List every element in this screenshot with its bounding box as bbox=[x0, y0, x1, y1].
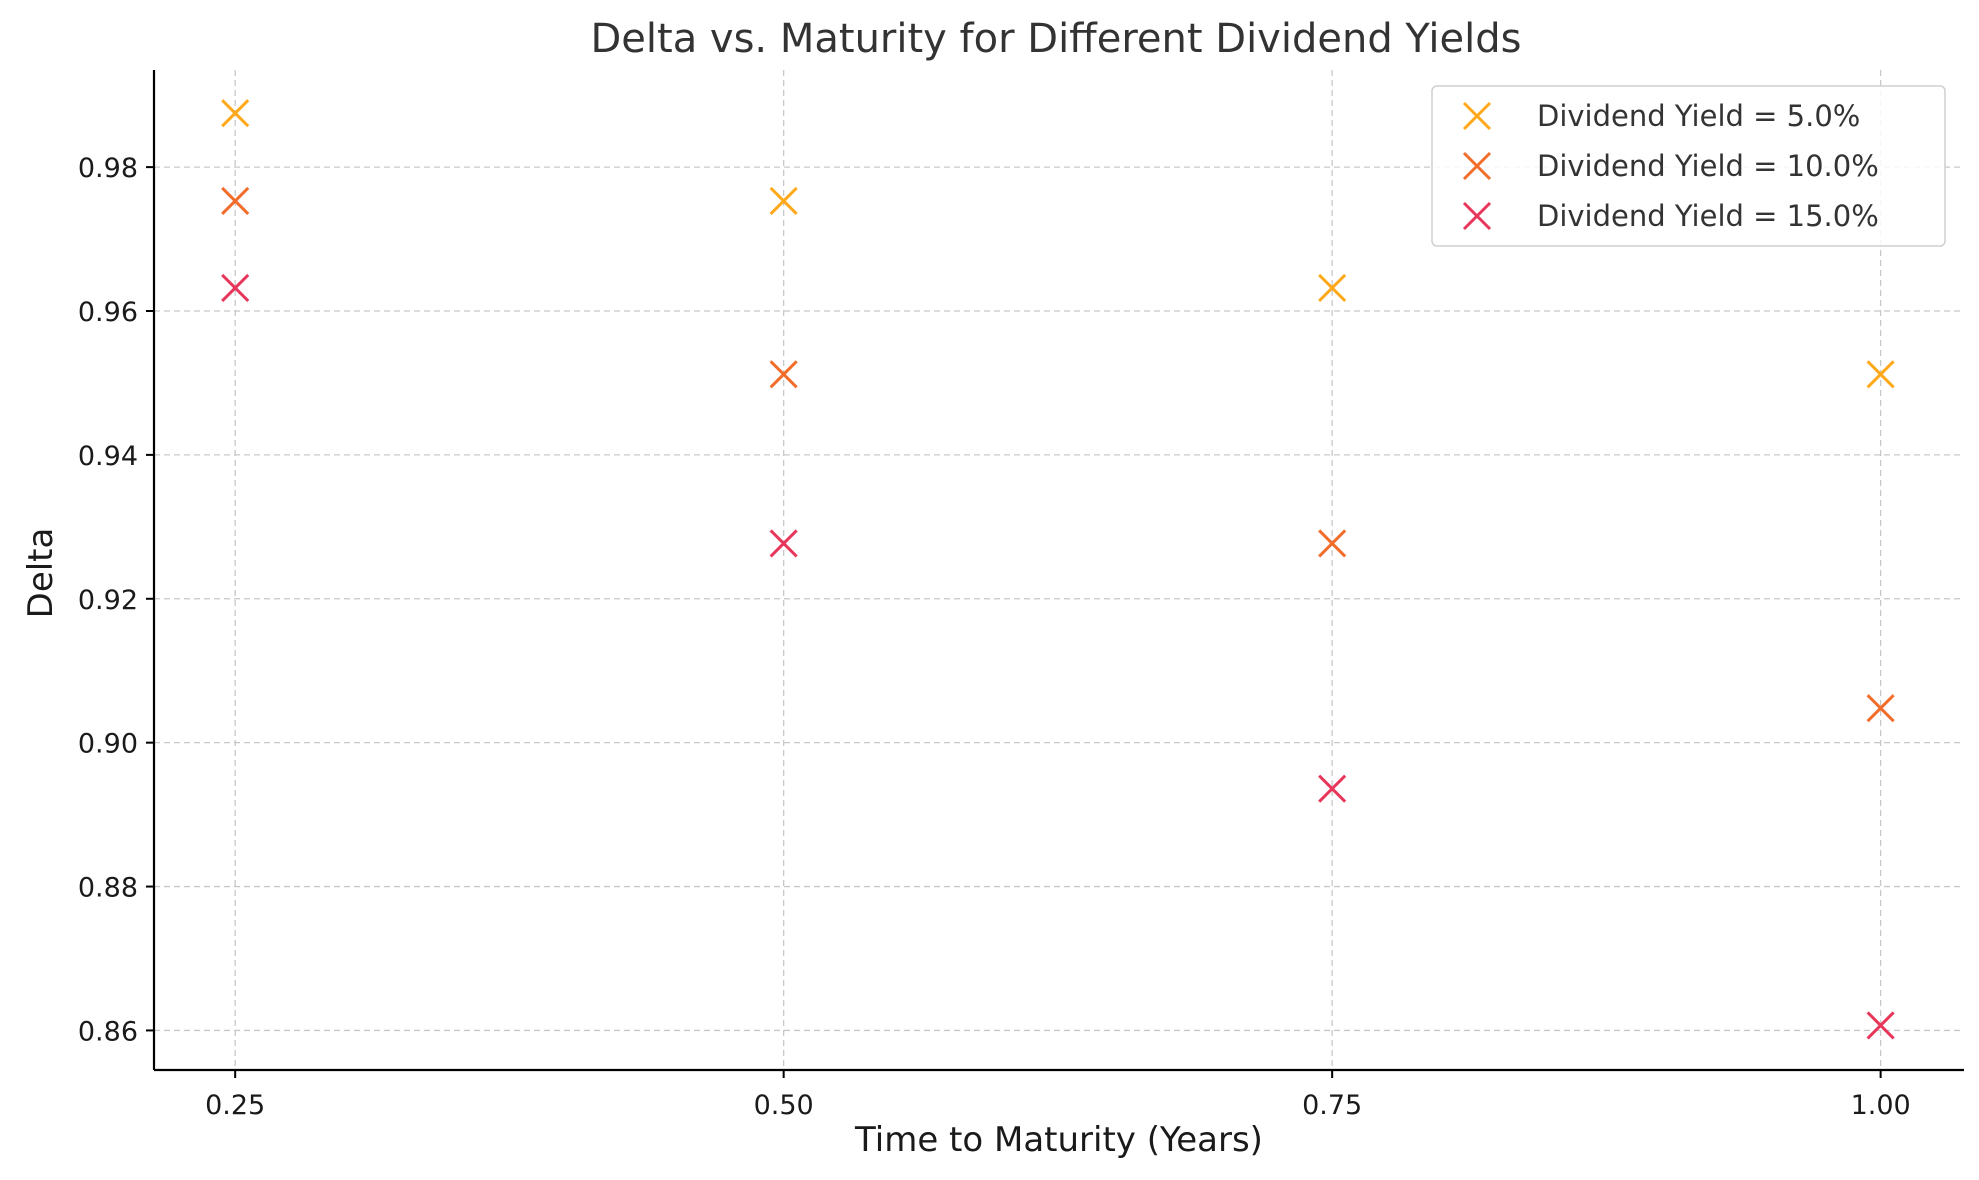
data-point-series-1 bbox=[1318, 273, 1347, 303]
x-tick-label: 0.25 bbox=[205, 1090, 265, 1121]
data-point-series-2 bbox=[1866, 694, 1895, 723]
y-tick-label: 0.94 bbox=[78, 441, 138, 472]
data-point-series-3 bbox=[221, 273, 250, 303]
x-tick-label: 0.75 bbox=[1302, 1090, 1362, 1121]
y-axis-label: Delta bbox=[21, 528, 61, 619]
y-tick-label: 0.90 bbox=[78, 729, 138, 760]
y-tick-label: 0.86 bbox=[78, 1016, 138, 1047]
legend-box bbox=[1431, 85, 1946, 247]
x-tick-label: 1.00 bbox=[1851, 1090, 1911, 1121]
data-point-series-2 bbox=[221, 186, 250, 215]
y-tick-label: 0.96 bbox=[78, 297, 138, 328]
x-axis-label: Time to Maturity (Years) bbox=[854, 1120, 1263, 1160]
legend-marker-series-3 bbox=[1462, 201, 1492, 231]
data-point-series-1 bbox=[221, 99, 250, 128]
legend-marker-series-1 bbox=[1462, 101, 1492, 131]
legend-label-series-2: Dividend Yield = 10.0% bbox=[1537, 149, 1879, 183]
legend: Dividend Yield = 5.0% Dividend Yield = 10… bbox=[1431, 85, 1946, 247]
x-tick-label: 0.50 bbox=[754, 1090, 814, 1121]
data-point-series-2 bbox=[769, 360, 798, 389]
legend-label-series-3: Dividend Yield = 15.0% bbox=[1537, 199, 1879, 233]
y-tick-label: 0.88 bbox=[78, 873, 138, 904]
data-points bbox=[221, 99, 1895, 1040]
legend-marker-series-2 bbox=[1462, 151, 1492, 181]
data-point-series-1 bbox=[769, 186, 798, 215]
data-point-series-1 bbox=[1866, 360, 1895, 389]
data-point-series-3 bbox=[1866, 1011, 1895, 1040]
data-point-series-3 bbox=[769, 529, 798, 558]
legend-label-series-1: Dividend Yield = 5.0% bbox=[1537, 99, 1860, 133]
y-tick-label: 0.98 bbox=[78, 153, 138, 184]
legend-entries: Dividend Yield = 5.0% Dividend Yield = 10… bbox=[1462, 99, 1879, 233]
chart-title: Delta vs. Maturity for Different Dividen… bbox=[590, 16, 1521, 62]
grid-lines bbox=[154, 70, 1964, 1070]
axis-ticks: 0.25 0.50 0.75 1.00 0.86 0.88 0.90 0.92 0.94 0.96… bbox=[78, 153, 1911, 1121]
data-point-series-3 bbox=[1318, 774, 1347, 803]
data-point-series-2 bbox=[1318, 529, 1347, 558]
y-tick-label: 0.92 bbox=[78, 585, 138, 616]
